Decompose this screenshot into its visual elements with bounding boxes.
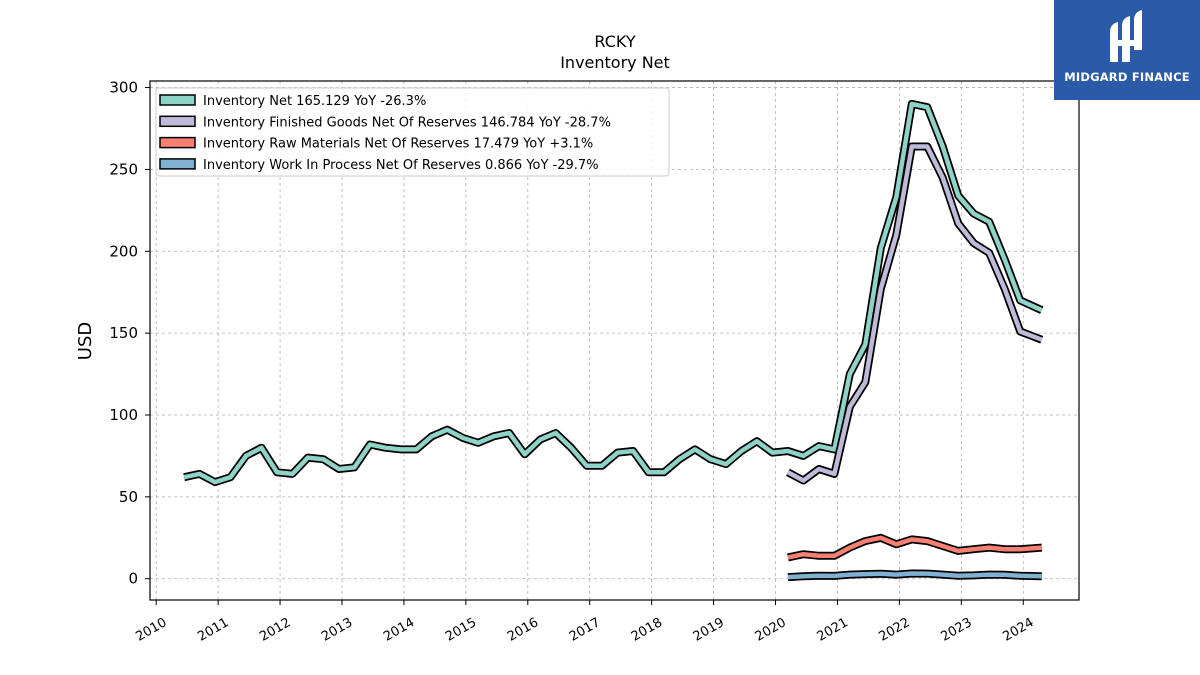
y-tick-label: 100 [109, 406, 138, 424]
x-tick-label: 2016 [505, 615, 541, 645]
logo-text: MIDGARD FINANCE [1064, 70, 1190, 84]
x-tick-label: 2015 [443, 615, 479, 645]
legend-swatch [159, 158, 196, 170]
x-tick-label: 2019 [691, 615, 727, 645]
legend-label: Inventory Raw Materials Net Of Reserves … [203, 137, 593, 152]
x-tick-label: 2023 [938, 615, 974, 645]
series-line-outline-1 [786, 142, 1044, 485]
x-tick-label: 2020 [753, 615, 789, 645]
legend-box [155, 87, 670, 177]
legend-label: Inventory Work In Process Net Of Reserve… [203, 158, 599, 173]
y-axis-label: USD [75, 322, 96, 360]
series-layer [183, 99, 1044, 582]
series-line-2 [787, 535, 1042, 560]
chart-subtitle: Inventory Net [560, 53, 670, 72]
grid-lines [150, 81, 1079, 600]
midgard-finance-logo: MIDGARD FINANCE [1054, 0, 1200, 100]
series-line-0 [183, 101, 1043, 485]
y-tick-label: 0 [128, 570, 138, 588]
x-tick-label: 2013 [319, 615, 355, 645]
legend-swatch [159, 136, 196, 149]
legend-swatch [159, 115, 196, 128]
x-tick-label: 2014 [381, 615, 417, 645]
legend-label: Inventory Finished Goods Net Of Reserves… [203, 115, 611, 130]
midgard-logo-icon [1110, 10, 1142, 62]
legend-swatch [159, 94, 196, 106]
x-tick-label: 2018 [629, 615, 665, 645]
chart-title: RCKY [594, 32, 635, 51]
y-tick-label: 150 [109, 324, 138, 342]
y-tick-label: 200 [109, 242, 138, 260]
x-tick-label: 2022 [877, 615, 913, 645]
plot-frame [149, 80, 1080, 601]
y-tick-label: 50 [119, 488, 138, 506]
x-tick-label: 2012 [257, 615, 293, 645]
y-tick-label: 300 [109, 79, 138, 97]
y-tick-label: 250 [109, 160, 138, 178]
legend: Inventory Net 165.129 YoY -26.3% Inventor… [155, 87, 670, 177]
x-tick-label: 2017 [567, 615, 603, 645]
x-tick-label: 2011 [195, 615, 231, 645]
legend-label: Inventory Net 165.129 YoY -26.3% [203, 94, 426, 109]
series-line-3 [787, 571, 1042, 580]
x-tick-label: 2024 [1000, 615, 1036, 645]
series-line-1 [786, 144, 1043, 483]
x-tick-label: 2021 [815, 615, 851, 645]
x-tick-label: 2010 [133, 615, 169, 645]
